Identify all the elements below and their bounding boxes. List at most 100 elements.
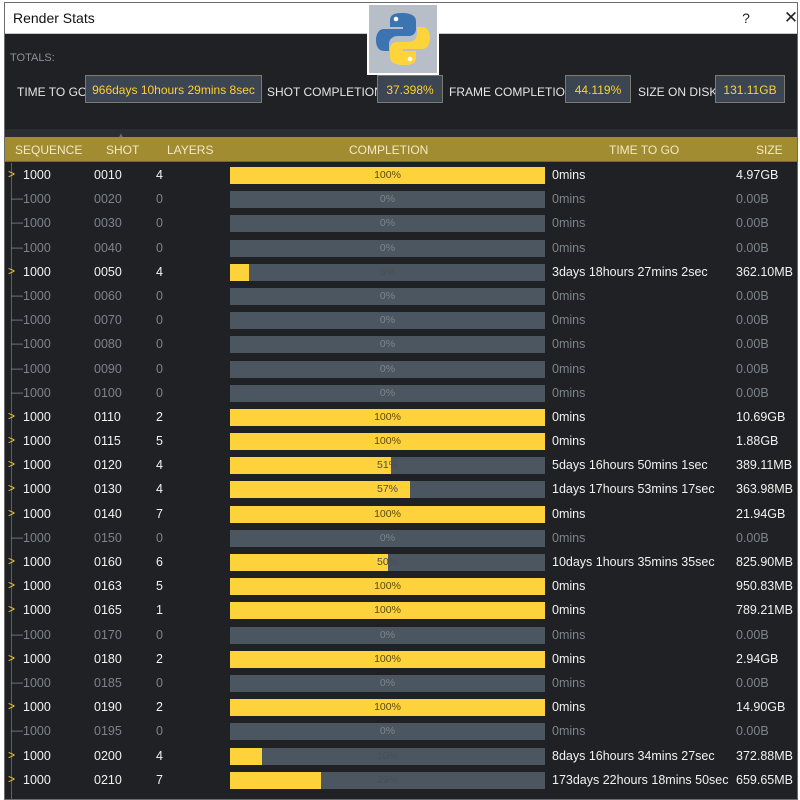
expand-arrow-icon[interactable]: > <box>8 481 16 496</box>
table-row[interactable]: —1000 0020 0 0% 0mins 0.00B <box>5 187 797 211</box>
sequence-cell: 1000 <box>23 651 51 666</box>
column-header-layers[interactable]: LAYERS <box>167 143 214 157</box>
completion-progress-fill <box>230 167 545 184</box>
table-row[interactable]: —1000 0090 0 0% 0mins 0.00B <box>5 357 797 381</box>
table-row[interactable]: >1000 0180 2 100% 0mins 2.94GB <box>5 647 797 671</box>
table-row[interactable]: —1000 0195 0 0% 0mins 0.00B <box>5 719 797 743</box>
close-button[interactable]: ✕ <box>783 8 798 27</box>
completion-percent-label: 100% <box>374 652 401 665</box>
table-row[interactable]: >1000 0165 1 100% 0mins 789.21MB <box>5 598 797 622</box>
expand-arrow-icon[interactable]: > <box>8 771 16 786</box>
completion-progress-bar: 0% <box>230 626 545 644</box>
time-to-go-cell: 0mins <box>552 700 586 715</box>
table-row[interactable]: —1000 0070 0 0% 0mins 0.00B <box>5 308 797 332</box>
shot-cell: 0130 <box>94 482 122 497</box>
table-row[interactable]: —1000 0100 0 0% 0mins 0.00B <box>5 381 797 405</box>
time-to-go-cell: 3days 18hours 27mins 2sec <box>552 264 708 279</box>
expand-arrow-icon[interactable]: > <box>8 505 16 520</box>
expand-arrow-icon[interactable]: > <box>8 602 16 617</box>
completion-percent-label: 50% <box>376 556 398 568</box>
size-cell: 0.00B <box>736 313 769 328</box>
table-row[interactable]: —1000 0185 0 0% 0mins 0.00B <box>5 671 797 695</box>
table-row[interactable]: >1000 0130 4 57% 1days 17hours 53mins 17sec 3… <box>5 477 797 501</box>
shot-cell: 0080 <box>94 337 122 352</box>
table-row[interactable]: —1000 0150 0 0% 0mins 0.00B <box>5 526 797 550</box>
table-row[interactable]: —1000 0060 0 0% 0mins 0.00B <box>5 284 797 308</box>
table-row[interactable]: >1000 0050 4 6% 3days 18hours 27mins 2sec 362… <box>5 260 797 284</box>
column-header-completion[interactable]: COMPLETION <box>349 143 429 157</box>
layers-cell: 2 <box>156 651 163 666</box>
expand-arrow-icon[interactable]: > <box>8 650 16 665</box>
table-row[interactable]: >1000 0110 2 100% 0mins 10.69GB <box>5 405 797 429</box>
table-row[interactable]: —1000 0080 0 0% 0mins 0.00B <box>5 332 797 356</box>
shot-cell: 0100 <box>94 385 122 400</box>
completion-progress-bar: 0% <box>230 239 545 257</box>
table-row[interactable]: —1000 0030 0 0% 0mins 0.00B <box>5 211 797 235</box>
table-row[interactable]: >1000 0120 4 51% 5days 16hours 50mins 1sec 38… <box>5 453 797 477</box>
time-to-go-cell: 10days 1hours 35mins 35sec <box>552 555 715 569</box>
sequence-cell: 1000 <box>23 482 51 497</box>
time-to-go-cell: 0mins <box>552 579 586 594</box>
sequence-cell: 1000 <box>23 240 51 255</box>
table-row[interactable]: >1000 0140 7 100% 0mins 21.94GB <box>5 502 797 526</box>
expand-arrow-icon[interactable]: > <box>8 699 16 714</box>
layers-cell: 0 <box>156 313 163 328</box>
size-cell: 0.00B <box>736 288 769 303</box>
column-header-sequence[interactable]: SEQUENCE <box>15 143 83 157</box>
expand-arrow-icon[interactable]: > <box>8 554 16 568</box>
time-to-go-cell: 0mins <box>552 651 586 666</box>
table-row[interactable]: >1000 0200 4 10% 8days 16hours 34mins 27sec 3… <box>5 744 797 768</box>
completion-progress-bar: 100% <box>230 408 545 426</box>
table-row[interactable]: >1000 0010 4 100% 0mins 4.97GB <box>5 163 797 187</box>
time-to-go-cell: 0mins <box>552 240 586 255</box>
expand-arrow-icon[interactable]: > <box>8 578 16 593</box>
column-header-size[interactable]: SIZE <box>756 143 783 157</box>
completion-progress-fill <box>230 433 545 451</box>
layers-cell: 0 <box>156 337 163 352</box>
completion-progress-fill <box>230 554 388 571</box>
table-row[interactable]: —1000 0170 0 0% 0mins 0.00B <box>5 623 797 647</box>
tree-branch-icon: — <box>11 312 23 327</box>
table-row[interactable]: >1000 0190 2 100% 0mins 14.90GB <box>5 695 797 719</box>
help-button[interactable]: ? <box>742 10 750 26</box>
frame-completion-value: 44.119% <box>565 75 631 103</box>
completion-progress-bar: 10% <box>230 747 545 765</box>
table-row[interactable]: >1000 0210 7 29% 173days 22hours 18mins 50se… <box>5 768 797 792</box>
size-cell: 789.21MB <box>736 603 793 618</box>
size-cell: 0.00B <box>736 675 769 690</box>
layers-cell: 0 <box>156 627 163 642</box>
completion-progress-bar: 50% <box>230 554 545 571</box>
layers-cell: 0 <box>156 724 163 739</box>
sequence-cell: 1000 <box>23 385 51 400</box>
completion-percent-label: 100% <box>374 169 401 181</box>
frame-completion-label: FRAME COMPLETION: <box>449 85 578 99</box>
expand-arrow-icon[interactable]: > <box>8 263 16 278</box>
tree-branch-icon: — <box>11 384 23 399</box>
layers-cell: 5 <box>156 434 163 449</box>
expand-arrow-icon[interactable]: > <box>8 457 16 472</box>
size-cell: 2.94GB <box>736 651 779 666</box>
completion-percent-label: 57% <box>376 483 398 496</box>
size-cell: 372.88MB <box>736 748 793 763</box>
shot-cell: 0210 <box>94 772 122 787</box>
shot-cell: 0190 <box>94 700 122 715</box>
completion-percent-label: 0% <box>379 386 396 399</box>
size-cell: 389.11MB <box>736 458 793 473</box>
size-cell: 0.00B <box>736 530 769 545</box>
table-row[interactable]: —1000 0040 0 0% 0mins 0.00B <box>5 236 797 260</box>
completion-percent-label: 29% <box>376 773 398 786</box>
size-cell: 1.88GB <box>736 434 779 449</box>
size-cell: 10.69GB <box>736 409 786 424</box>
table-row[interactable]: >1000 0115 5 100% 0mins 1.88GB <box>5 429 797 453</box>
shot-cell: 0180 <box>94 651 122 666</box>
expand-arrow-icon[interactable]: > <box>8 408 16 423</box>
expand-arrow-icon[interactable]: > <box>8 433 16 448</box>
expand-arrow-icon[interactable]: > <box>8 747 16 762</box>
column-header-time-to-go[interactable]: TIME TO GO <box>609 143 680 157</box>
table-row[interactable]: >1000 0163 5 100% 0mins 950.83MB <box>5 574 797 598</box>
layers-cell: 6 <box>156 555 163 569</box>
sequence-cell: 1000 <box>23 675 51 690</box>
table-row[interactable]: >1000 0160 6 50% 10days 1hours 35mins 35sec 8… <box>5 550 797 574</box>
expand-arrow-icon[interactable]: > <box>8 167 16 181</box>
column-header-shot[interactable]: SHOT <box>106 143 140 157</box>
